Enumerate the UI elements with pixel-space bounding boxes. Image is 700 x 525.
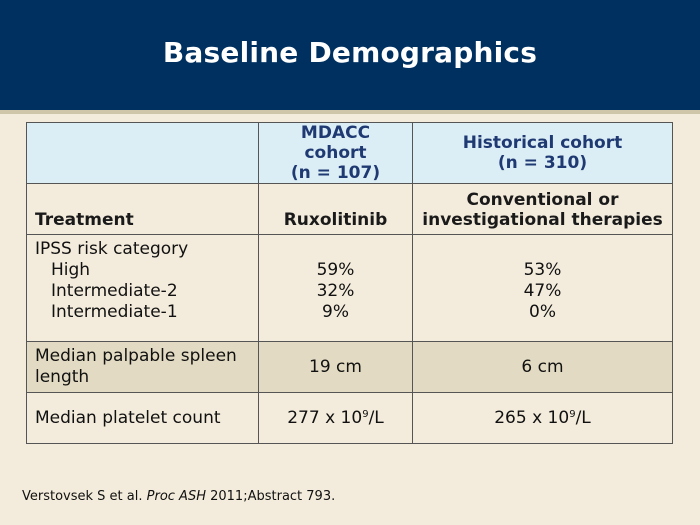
header-historical-cohort: Historical cohort (n = 310) [412, 122, 673, 184]
treatment-historical: Conventional or investigational therapie… [412, 183, 673, 235]
ipss-label-cell: IPSS risk category High Intermediate-2 I… [26, 234, 259, 342]
header-mdacc-cohort: MDACC cohort (n = 107) [258, 122, 413, 184]
ipss-mdacc-int2: 32% [316, 281, 355, 301]
platelet-mdacc-exponent: 9 [362, 408, 369, 420]
platelet-mdacc-value: 277 x 10 [287, 407, 363, 428]
treatment-mdacc: Ruxolitinib [258, 183, 413, 235]
slide-title: Baseline Demographics [162, 36, 538, 69]
ipss-mdacc-int1: 9% [322, 302, 349, 322]
ipss-category-high: High [51, 260, 91, 280]
ipss-category-int2: Intermediate-2 [51, 281, 178, 301]
table-row-ipss: IPSS risk category High Intermediate-2 I… [26, 234, 673, 342]
spleen-label: Median palpable spleen length [26, 341, 259, 393]
platelet-historical-unit: /L [575, 407, 591, 428]
platelet-mdacc: 277 x 109/L [258, 392, 413, 444]
demographics-table: MDACC cohort (n = 107) Historical cohort… [26, 122, 673, 444]
title-bar [0, 0, 700, 110]
platelet-mdacc-unit: /L [368, 407, 384, 428]
ipss-mdacc-cell: 59% 32% 9% [258, 234, 413, 342]
spleen-label-line1: Median palpable spleen [35, 346, 237, 366]
treatment-label: Treatment [26, 183, 259, 235]
ipss-historical-cell: 53% 47% 0% [412, 234, 673, 342]
citation-authors: Verstovsek S et al. [22, 489, 147, 504]
title-divider [0, 110, 700, 114]
table-row-treatment: Treatment Ruxolitinib Conventional or in… [26, 183, 673, 235]
table-row-spleen: Median palpable spleen length 19 cm 6 cm [26, 341, 673, 393]
citation-journal: Proc ASH [146, 489, 206, 504]
treatment-historical-line1: Conventional or [466, 190, 619, 210]
ipss-label: IPSS risk category [35, 239, 189, 259]
ipss-historical-int2: 47% [523, 281, 562, 301]
platelet-historical-value: 265 x 10 [494, 407, 570, 428]
ipss-historical-int1: 0% [529, 302, 556, 322]
ipss-category-int1: Intermediate-1 [51, 302, 178, 322]
ipss-historical-high: 53% [523, 260, 562, 280]
ipss-mdacc-high: 59% [316, 260, 355, 280]
treatment-historical-line2: investigational therapies [422, 210, 663, 230]
table-row-platelet: Median platelet count 277 x 109/L 265 x … [26, 392, 673, 444]
platelet-label: Median platelet count [26, 392, 259, 444]
platelet-historical-exponent: 9 [569, 408, 576, 420]
citation-rest: 2011;Abstract 793. [205, 489, 336, 504]
header-mdacc-line2: (n = 107) [290, 163, 381, 183]
header-historical-line1: Historical cohort [462, 133, 623, 153]
header-mdacc-line1: MDACC cohort [300, 123, 371, 163]
spleen-mdacc: 19 cm [258, 341, 413, 393]
spleen-label-line2: length [35, 367, 90, 387]
header-historical-line2: (n = 310) [497, 153, 588, 173]
table-header-row: MDACC cohort (n = 107) Historical cohort… [26, 122, 673, 184]
citation: Verstovsek S et al. Proc ASH 2011;Abstra… [22, 489, 335, 504]
platelet-historical: 265 x 109/L [412, 392, 673, 444]
spleen-historical: 6 cm [412, 341, 673, 393]
header-empty-cell [26, 122, 259, 184]
